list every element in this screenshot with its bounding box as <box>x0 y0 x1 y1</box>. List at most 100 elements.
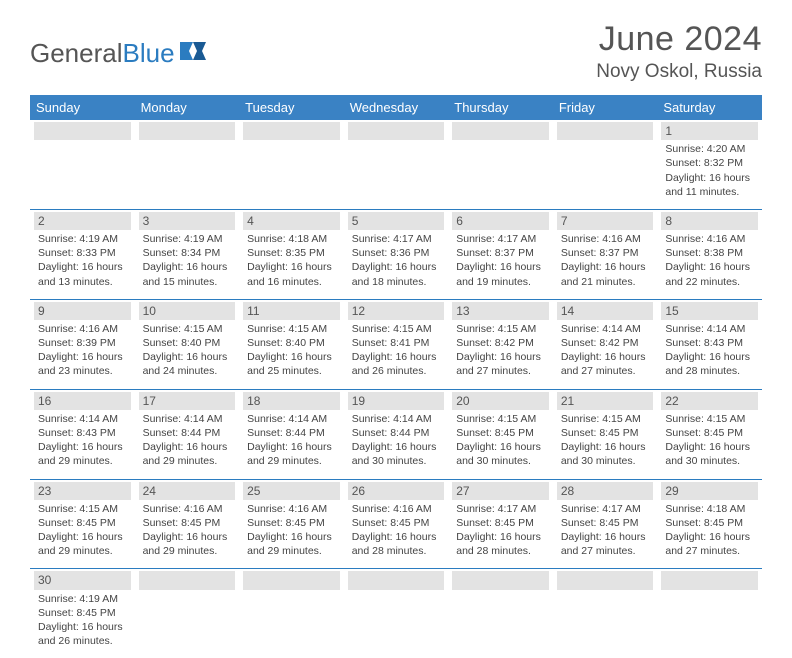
calendar-cell <box>30 120 135 209</box>
calendar-cell <box>135 569 240 658</box>
day-body: Sunrise: 4:16 AMSunset: 8:39 PMDaylight:… <box>34 320 131 383</box>
calendar-table: Sunday Monday Tuesday Wednesday Thursday… <box>30 95 762 658</box>
day-number-empty <box>34 122 131 140</box>
flag-icon <box>179 40 207 67</box>
calendar-cell: 19Sunrise: 4:14 AMSunset: 8:44 PMDayligh… <box>344 389 449 479</box>
day-body: Sunrise: 4:17 AMSunset: 8:45 PMDaylight:… <box>557 500 654 563</box>
daylight-line: Daylight: 16 hours and 27 minutes. <box>665 530 754 558</box>
day-body: Sunrise: 4:19 AMSunset: 8:33 PMDaylight:… <box>34 230 131 293</box>
sunrise-line: Sunrise: 4:18 AM <box>665 502 754 516</box>
day-number: 8 <box>661 212 758 230</box>
calendar-cell: 30Sunrise: 4:19 AMSunset: 8:45 PMDayligh… <box>30 569 135 658</box>
daylight-line: Daylight: 16 hours and 11 minutes. <box>665 171 754 199</box>
daylight-line: Daylight: 16 hours and 26 minutes. <box>352 350 441 378</box>
calendar-row: 9Sunrise: 4:16 AMSunset: 8:39 PMDaylight… <box>30 299 762 389</box>
day-number: 28 <box>557 482 654 500</box>
sunrise-line: Sunrise: 4:15 AM <box>561 412 650 426</box>
calendar-cell: 9Sunrise: 4:16 AMSunset: 8:39 PMDaylight… <box>30 299 135 389</box>
day-number: 14 <box>557 302 654 320</box>
day-number-empty <box>452 122 549 140</box>
day-number: 13 <box>452 302 549 320</box>
sunrise-line: Sunrise: 4:15 AM <box>247 322 336 336</box>
calendar-cell: 13Sunrise: 4:15 AMSunset: 8:42 PMDayligh… <box>448 299 553 389</box>
daylight-line: Daylight: 16 hours and 27 minutes. <box>561 350 650 378</box>
sunset-line: Sunset: 8:40 PM <box>143 336 232 350</box>
sunrise-line: Sunrise: 4:16 AM <box>665 232 754 246</box>
daylight-line: Daylight: 16 hours and 18 minutes. <box>352 260 441 288</box>
day-number: 9 <box>34 302 131 320</box>
logo: GeneralBlue <box>30 38 207 69</box>
sunset-line: Sunset: 8:45 PM <box>38 516 127 530</box>
daylight-line: Daylight: 16 hours and 16 minutes. <box>247 260 336 288</box>
title-block: June 2024 Novy Oskol, Russia <box>596 20 762 83</box>
day-number: 20 <box>452 392 549 410</box>
sunset-line: Sunset: 8:37 PM <box>561 246 650 260</box>
calendar-cell: 6Sunrise: 4:17 AMSunset: 8:37 PMDaylight… <box>448 209 553 299</box>
sunrise-line: Sunrise: 4:14 AM <box>352 412 441 426</box>
day-number: 17 <box>139 392 236 410</box>
sunset-line: Sunset: 8:44 PM <box>352 426 441 440</box>
sunrise-line: Sunrise: 4:16 AM <box>38 322 127 336</box>
day-body: Sunrise: 4:20 AMSunset: 8:32 PMDaylight:… <box>661 140 758 203</box>
day-body: Sunrise: 4:16 AMSunset: 8:45 PMDaylight:… <box>139 500 236 563</box>
daylight-line: Daylight: 16 hours and 27 minutes. <box>456 350 545 378</box>
daylight-line: Daylight: 16 hours and 29 minutes. <box>143 530 232 558</box>
daylight-line: Daylight: 16 hours and 26 minutes. <box>38 620 127 648</box>
calendar-cell: 24Sunrise: 4:16 AMSunset: 8:45 PMDayligh… <box>135 479 240 569</box>
calendar-row: 23Sunrise: 4:15 AMSunset: 8:45 PMDayligh… <box>30 479 762 569</box>
day-body: Sunrise: 4:14 AMSunset: 8:44 PMDaylight:… <box>348 410 445 473</box>
day-body: Sunrise: 4:14 AMSunset: 8:44 PMDaylight:… <box>139 410 236 473</box>
sunset-line: Sunset: 8:45 PM <box>456 426 545 440</box>
day-body: Sunrise: 4:14 AMSunset: 8:42 PMDaylight:… <box>557 320 654 383</box>
sunset-line: Sunset: 8:44 PM <box>143 426 232 440</box>
calendar-cell: 25Sunrise: 4:16 AMSunset: 8:45 PMDayligh… <box>239 479 344 569</box>
sunrise-line: Sunrise: 4:20 AM <box>665 142 754 156</box>
calendar-cell: 8Sunrise: 4:16 AMSunset: 8:38 PMDaylight… <box>657 209 762 299</box>
daylight-line: Daylight: 16 hours and 30 minutes. <box>561 440 650 468</box>
sunset-line: Sunset: 8:34 PM <box>143 246 232 260</box>
day-number-empty <box>557 571 654 589</box>
daylight-line: Daylight: 16 hours and 29 minutes. <box>38 440 127 468</box>
day-number: 25 <box>243 482 340 500</box>
day-number-empty <box>139 571 236 589</box>
day-number: 27 <box>452 482 549 500</box>
sunrise-line: Sunrise: 4:15 AM <box>352 322 441 336</box>
daylight-line: Daylight: 16 hours and 23 minutes. <box>38 350 127 378</box>
day-number: 16 <box>34 392 131 410</box>
sunrise-line: Sunrise: 4:17 AM <box>456 232 545 246</box>
sunset-line: Sunset: 8:45 PM <box>143 516 232 530</box>
sunset-line: Sunset: 8:45 PM <box>38 606 127 620</box>
day-body: Sunrise: 4:18 AMSunset: 8:35 PMDaylight:… <box>243 230 340 293</box>
calendar-cell <box>344 569 449 658</box>
daylight-line: Daylight: 16 hours and 30 minutes. <box>456 440 545 468</box>
calendar-cell: 14Sunrise: 4:14 AMSunset: 8:42 PMDayligh… <box>553 299 658 389</box>
daylight-line: Daylight: 16 hours and 19 minutes. <box>456 260 545 288</box>
sunrise-line: Sunrise: 4:17 AM <box>352 232 441 246</box>
daylight-line: Daylight: 16 hours and 29 minutes. <box>247 440 336 468</box>
calendar-cell: 10Sunrise: 4:15 AMSunset: 8:40 PMDayligh… <box>135 299 240 389</box>
sunrise-line: Sunrise: 4:17 AM <box>561 502 650 516</box>
daylight-line: Daylight: 16 hours and 25 minutes. <box>247 350 336 378</box>
sunrise-line: Sunrise: 4:15 AM <box>143 322 232 336</box>
day-body: Sunrise: 4:14 AMSunset: 8:43 PMDaylight:… <box>661 320 758 383</box>
daylight-line: Daylight: 16 hours and 29 minutes. <box>143 440 232 468</box>
calendar-cell: 22Sunrise: 4:15 AMSunset: 8:45 PMDayligh… <box>657 389 762 479</box>
day-number: 24 <box>139 482 236 500</box>
day-number: 30 <box>34 571 131 589</box>
calendar-cell <box>239 569 344 658</box>
day-header: Thursday <box>448 95 553 120</box>
sunrise-line: Sunrise: 4:19 AM <box>143 232 232 246</box>
day-number: 11 <box>243 302 340 320</box>
day-number: 22 <box>661 392 758 410</box>
calendar-header-row: Sunday Monday Tuesday Wednesday Thursday… <box>30 95 762 120</box>
sunset-line: Sunset: 8:38 PM <box>665 246 754 260</box>
daylight-line: Daylight: 16 hours and 28 minutes. <box>456 530 545 558</box>
calendar-cell: 20Sunrise: 4:15 AMSunset: 8:45 PMDayligh… <box>448 389 553 479</box>
sunrise-line: Sunrise: 4:19 AM <box>38 232 127 246</box>
day-header: Monday <box>135 95 240 120</box>
sunset-line: Sunset: 8:45 PM <box>561 516 650 530</box>
sunrise-line: Sunrise: 4:16 AM <box>561 232 650 246</box>
sunset-line: Sunset: 8:37 PM <box>456 246 545 260</box>
calendar-cell: 2Sunrise: 4:19 AMSunset: 8:33 PMDaylight… <box>30 209 135 299</box>
sunrise-line: Sunrise: 4:15 AM <box>665 412 754 426</box>
